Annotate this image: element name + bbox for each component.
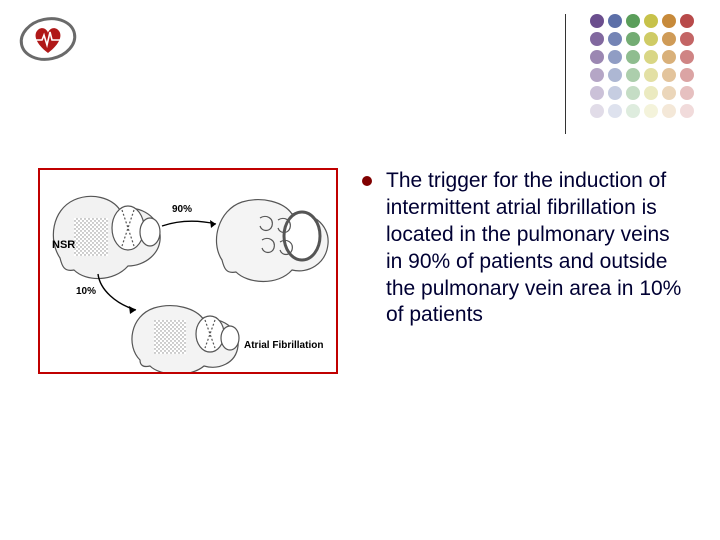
decor-dot bbox=[626, 14, 640, 28]
decor-dot bbox=[608, 68, 622, 82]
decor-dot bbox=[644, 104, 658, 118]
decor-dot bbox=[626, 86, 640, 100]
decor-dot bbox=[590, 50, 604, 64]
decor-dot bbox=[608, 32, 622, 46]
decor-dot bbox=[662, 86, 676, 100]
decor-dot bbox=[662, 14, 676, 28]
heart-logo bbox=[18, 14, 78, 64]
decor-dot bbox=[644, 32, 658, 46]
decor-dot bbox=[608, 104, 622, 118]
decor-dot bbox=[680, 104, 694, 118]
decor-dot bbox=[626, 68, 640, 82]
decor-dot bbox=[680, 68, 694, 82]
figure-label-ten: 10% bbox=[76, 286, 96, 297]
decor-dot bbox=[662, 104, 676, 118]
decor-dot bbox=[590, 14, 604, 28]
bullet-icon bbox=[362, 176, 372, 186]
figure-label-ninety: 90% bbox=[172, 204, 192, 215]
figure-label-af: Atrial Fibrillation bbox=[244, 340, 323, 351]
decor-dot bbox=[680, 50, 694, 64]
decor-dot bbox=[626, 32, 640, 46]
decor-dot bbox=[608, 14, 622, 28]
decor-dot bbox=[662, 50, 676, 64]
bullet-paragraph: The trigger for the induction of intermi… bbox=[386, 168, 690, 329]
decor-dot bbox=[680, 86, 694, 100]
decor-dot bbox=[608, 50, 622, 64]
decor-dot bbox=[680, 14, 694, 28]
decor-dot bbox=[662, 68, 676, 82]
decor-dot bbox=[590, 68, 604, 82]
dot-matrix-decoration bbox=[590, 14, 694, 118]
decor-dot bbox=[644, 50, 658, 64]
decor-dot bbox=[608, 86, 622, 100]
decor-dot bbox=[644, 14, 658, 28]
decor-dot bbox=[644, 86, 658, 100]
decor-dot bbox=[644, 68, 658, 82]
decor-dot bbox=[626, 104, 640, 118]
decor-dot bbox=[590, 104, 604, 118]
decor-dot bbox=[590, 86, 604, 100]
figure-label-nsr: NSR bbox=[52, 239, 75, 251]
text-column: The trigger for the induction of intermi… bbox=[362, 168, 690, 329]
decor-dot bbox=[626, 50, 640, 64]
header-divider bbox=[565, 14, 566, 134]
decor-dot bbox=[662, 32, 676, 46]
slide-root: NSR 90% 10% Atrial Fibrillation The trig… bbox=[0, 0, 720, 540]
content-row: NSR 90% 10% Atrial Fibrillation The trig… bbox=[38, 168, 690, 374]
decor-dot bbox=[680, 32, 694, 46]
medical-figure: NSR 90% 10% Atrial Fibrillation bbox=[38, 168, 338, 374]
decor-dot bbox=[590, 32, 604, 46]
